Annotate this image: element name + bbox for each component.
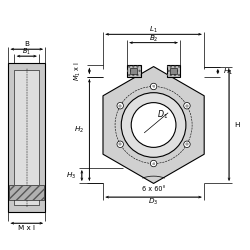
Bar xyxy=(14,70,39,204)
Text: $D_1$: $D_1$ xyxy=(156,109,168,121)
Text: $H_3$: $H_3$ xyxy=(66,170,76,181)
Bar xyxy=(167,65,180,76)
Circle shape xyxy=(121,93,186,157)
Bar xyxy=(10,185,44,200)
Text: $B_2$: $B_2$ xyxy=(149,34,158,44)
Bar xyxy=(10,185,44,200)
Text: $D_3$: $D_3$ xyxy=(148,197,159,207)
Bar xyxy=(8,63,46,212)
Text: M x l: M x l xyxy=(18,225,35,231)
Bar xyxy=(127,65,140,76)
Circle shape xyxy=(150,160,157,167)
Text: H: H xyxy=(234,122,239,128)
Text: 6 x 60°: 6 x 60° xyxy=(142,186,166,192)
Text: $M_1$ x l: $M_1$ x l xyxy=(73,61,83,81)
Text: $L_1$: $L_1$ xyxy=(149,25,158,35)
Circle shape xyxy=(150,83,157,90)
Bar xyxy=(170,68,177,74)
Text: $H_2$: $H_2$ xyxy=(74,125,84,135)
Text: B: B xyxy=(24,41,29,47)
Bar xyxy=(127,65,140,76)
Bar xyxy=(130,68,137,74)
Circle shape xyxy=(184,102,190,109)
Text: $H_1$: $H_1$ xyxy=(223,66,234,77)
Bar xyxy=(167,65,180,76)
Circle shape xyxy=(117,102,123,109)
Circle shape xyxy=(184,141,190,148)
Text: $B_1$: $B_1$ xyxy=(22,47,31,57)
Polygon shape xyxy=(103,66,204,184)
Circle shape xyxy=(131,102,176,147)
Circle shape xyxy=(117,141,123,148)
